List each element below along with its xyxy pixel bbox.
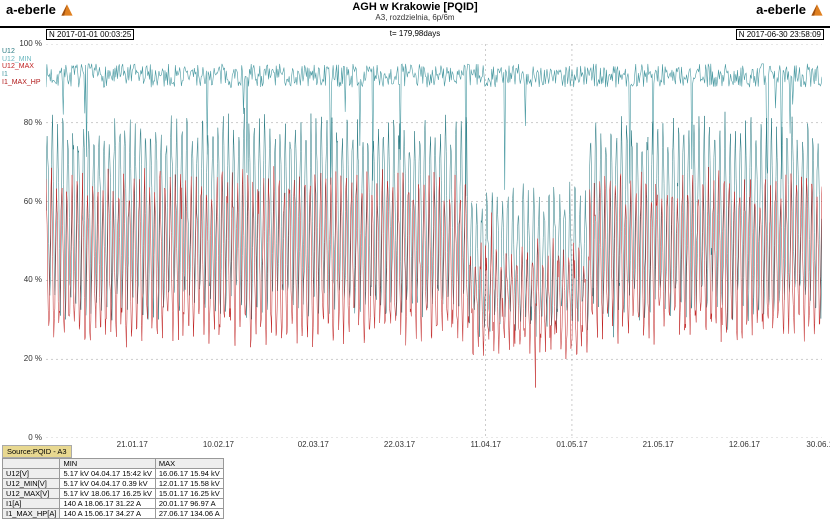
row-label: I1[A] <box>3 499 60 509</box>
brand-text: a-eberle <box>756 2 806 17</box>
y-axis-label: 100 % <box>18 39 42 48</box>
legend-item: U12 <box>2 48 41 56</box>
cell-min: 5.17 kV 18.06.17 16.25 kV <box>60 489 155 499</box>
y-axis-label: 20 % <box>18 354 42 363</box>
table-row: U12[V]5.17 kV 04.04.17 15:42 kV16.06.17 … <box>3 469 224 479</box>
cell-max: 15.01.17 16.25 kV <box>155 489 223 499</box>
x-axis-label: 30.06.17 <box>806 440 830 449</box>
brand-logo-right: a-eberle <box>756 2 824 17</box>
cell-min: 5.17 kV 04.04.17 0.39 kV <box>60 479 155 489</box>
table-row: I1[A]140 A 18.06.17 31.22 A20.01.17 96.9… <box>3 499 224 509</box>
x-axis-label: 21.05.17 <box>643 440 674 449</box>
brand-logo-left: a-eberle <box>6 2 74 17</box>
cell-max: 20.01.17 96.97 A <box>155 499 223 509</box>
table-row: U12_MIN[V]5.17 kV 04.04.17 0.39 kV12.01.… <box>3 479 224 489</box>
row-label: I1_MAX_HP[A] <box>3 509 60 519</box>
x-axis-label: 11.04.17 <box>470 440 501 449</box>
y-axis-label: 0 % <box>18 433 42 442</box>
table-header <box>3 459 60 469</box>
row-label: U12_MIN[V] <box>3 479 60 489</box>
table-header: MIN <box>60 459 155 469</box>
legend-item: I1_MAX_HP <box>2 79 41 87</box>
table-source: Source:PQID - A3 <box>2 445 72 458</box>
cell-max: 16.06.17 15.94 kV <box>155 469 223 479</box>
timestamp-duration: t= 179,98days <box>390 29 440 38</box>
x-axis-label: 12.06.17 <box>729 440 760 449</box>
triangle-icon <box>60 3 74 17</box>
table-header: MAX <box>155 459 223 469</box>
triangle-icon <box>810 3 824 17</box>
brand-text: a-eberle <box>6 2 56 17</box>
y-axis-label: 40 % <box>18 275 42 284</box>
page-subtitle: A3, rozdzielnia, 6p/6m <box>0 13 830 22</box>
cell-max: 27.06.17 134.06 A <box>155 509 223 519</box>
page-title: AGH w Krakowie [PQID] <box>0 0 830 13</box>
stats-table: Source:PQID - A3 MINMAXU12[V]5.17 kV 04.… <box>2 445 224 519</box>
cell-max: 12.01.17 15.58 kV <box>155 479 223 489</box>
chart-legend: U12U12_MINU12_MAXI1I1_MAX_HP <box>2 48 41 86</box>
legend-item: I1 <box>2 71 41 79</box>
y-axis-label: 60 % <box>18 197 42 206</box>
cell-min: 5.17 kV 04.04.17 15:42 kV <box>60 469 155 479</box>
table-row: I1_MAX_HP[A]140 A 15.06.17 34.27 A27.06.… <box>3 509 224 519</box>
legend-item: U12_MAX <box>2 63 41 71</box>
row-label: U12[V] <box>3 469 60 479</box>
timestamp-start: N 2017-01-01 00:03:25 <box>46 29 134 40</box>
x-axis-label: 22.03.17 <box>384 440 415 449</box>
x-axis-label: 02.03.17 <box>298 440 329 449</box>
table-row: U12_MAX[V]5.17 kV 18.06.17 16.25 kV15.01… <box>3 489 224 499</box>
y-axis-label: 80 % <box>18 118 42 127</box>
cell-min: 140 A 15.06.17 34.27 A <box>60 509 155 519</box>
row-label: U12_MAX[V] <box>3 489 60 499</box>
timeseries-chart <box>46 44 822 438</box>
legend-item: U12_MIN <box>2 56 41 64</box>
cell-min: 140 A 18.06.17 31.22 A <box>60 499 155 509</box>
timestamp-end: N 2017-06-30 23:58:09 <box>736 29 824 40</box>
x-axis-label: 01.05.17 <box>556 440 587 449</box>
